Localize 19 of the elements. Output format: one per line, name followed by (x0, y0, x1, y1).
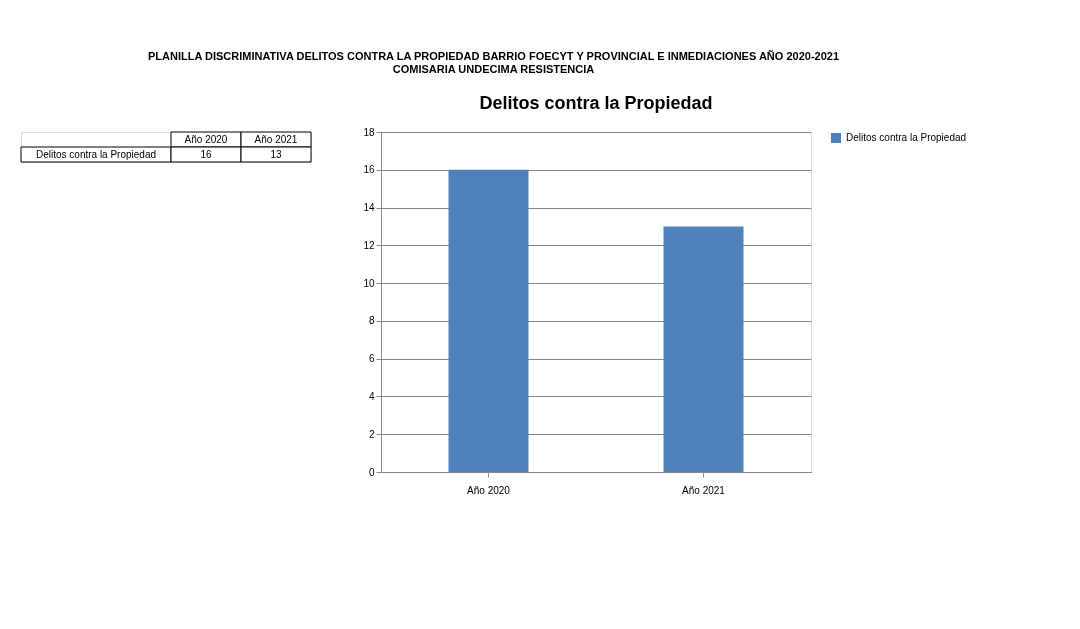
y-tick-label: 18 (363, 126, 375, 138)
data-label: 16 (200, 148, 212, 160)
category-label: Año 2021 (254, 133, 298, 145)
data-label: 13 (270, 148, 282, 160)
y-tick-label: 0 (368, 466, 375, 478)
y-tick-label: 4 (368, 390, 375, 402)
text: COMISARIA UNDECIMA RESISTENCIA (392, 62, 595, 75)
y-tick-label: 16 (363, 164, 375, 176)
y-tick-label: 10 (363, 277, 375, 289)
y-tick-label: 6 (368, 353, 375, 365)
text: PLANILLA DISCRIMINATIVA DELITOS CONTRA LA PROPIEDAD BARRIO FOECYT Y PROVINCIAL E INMEDIACIONES AÑO 2020-2021 (147, 49, 840, 62)
series-label: Delitos contra la Propiedad (35, 148, 157, 160)
y-tick-label: 2 (368, 428, 375, 440)
category-label: Año 2020 (184, 133, 228, 145)
y-tick-label: 14 (363, 202, 375, 214)
legend-label: Delitos contra la Propiedad (846, 132, 967, 143)
y-tick-label: 12 (363, 239, 375, 251)
chart-title: Delitos contra la Propiedad (479, 93, 713, 113)
y-tick-label: 8 (368, 315, 375, 327)
